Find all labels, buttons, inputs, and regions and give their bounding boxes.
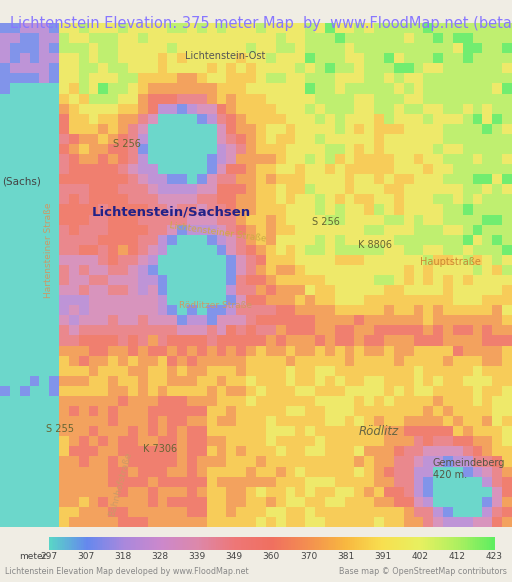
Text: (Sachs): (Sachs) — [3, 177, 41, 187]
Text: 391: 391 — [374, 552, 391, 561]
Text: Hauptstraße: Hauptstraße — [420, 257, 481, 267]
Text: 297: 297 — [40, 552, 57, 561]
Text: 318: 318 — [114, 552, 132, 561]
Text: Lichtenstein-Ost: Lichtenstein-Ost — [185, 51, 265, 61]
Text: K 8806: K 8806 — [358, 240, 392, 250]
Text: Base map © OpenStreetMap contributors: Base map © OpenStreetMap contributors — [339, 567, 507, 576]
Text: Rödlitzer Straße: Rödlitzer Straße — [179, 301, 252, 310]
Text: 328: 328 — [152, 552, 168, 561]
Text: 370: 370 — [300, 552, 317, 561]
Text: 423: 423 — [485, 552, 503, 561]
Text: 402: 402 — [411, 552, 429, 561]
Text: Lichtenstein Elevation Map developed by www.FloodMap.net: Lichtenstein Elevation Map developed by … — [5, 567, 249, 576]
Text: Bahnhofstraße: Bahnhofstraße — [108, 450, 134, 517]
Text: S 256: S 256 — [113, 139, 140, 149]
Text: Lichtenstein Elevation: 375 meter Map  by  www.FloodMap.net (beta): Lichtenstein Elevation: 375 meter Map by… — [10, 16, 512, 31]
Text: S 255: S 255 — [46, 424, 74, 434]
Text: 381: 381 — [337, 552, 354, 561]
Text: Gemeindeberg
420 m.: Gemeindeberg 420 m. — [433, 458, 505, 480]
Text: 412: 412 — [449, 552, 465, 561]
Text: Lichtensteiner Straße: Lichtensteiner Straße — [169, 221, 267, 243]
Text: 349: 349 — [226, 552, 243, 561]
Text: 360: 360 — [263, 552, 280, 561]
Text: 307: 307 — [77, 552, 94, 561]
Text: 339: 339 — [188, 552, 206, 561]
Text: Hartensteiner Straße: Hartensteiner Straße — [44, 202, 53, 297]
Text: meter: meter — [19, 552, 46, 561]
Text: Lichtenstein/Sachsen: Lichtenstein/Sachsen — [92, 205, 251, 219]
Text: Rödlitz: Rödlitz — [358, 424, 398, 438]
Text: S 256: S 256 — [312, 217, 340, 227]
Text: K 7306: K 7306 — [143, 443, 178, 454]
